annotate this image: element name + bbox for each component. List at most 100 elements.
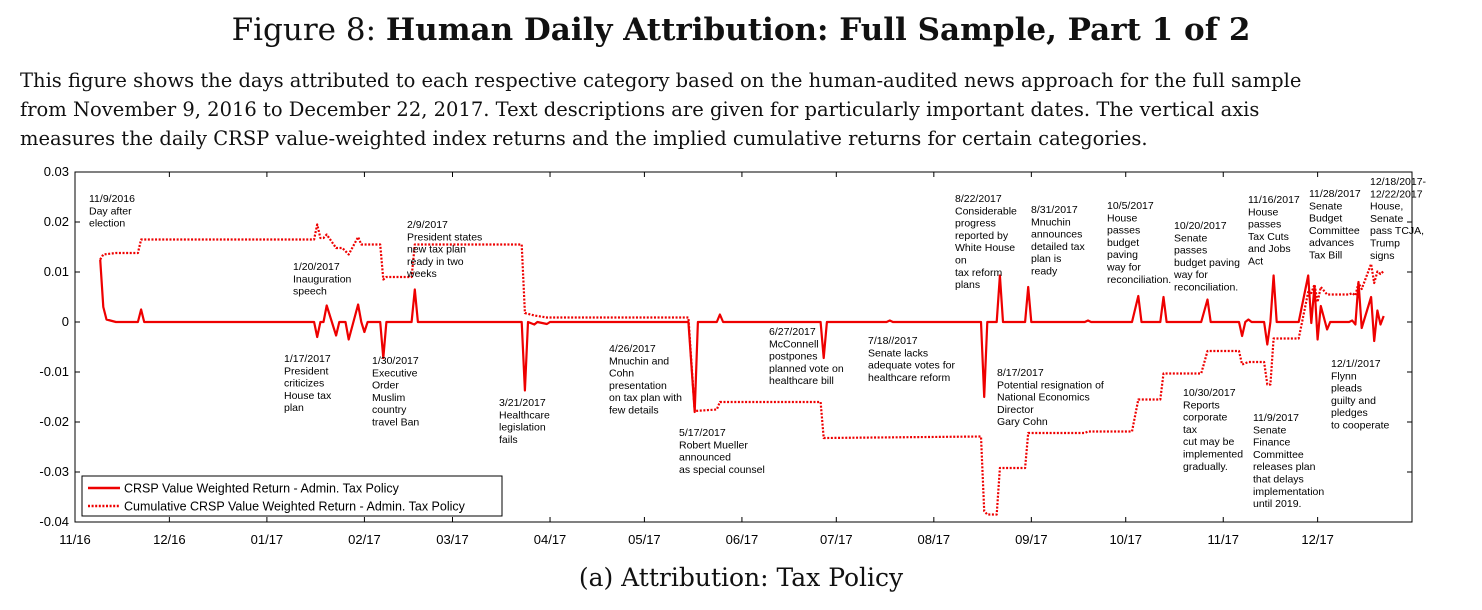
event-annotation-line: Senate (1253, 424, 1286, 436)
x-tick-label: 10/17 (1109, 532, 1142, 547)
event-annotation-line: healthcare bill (769, 375, 834, 387)
event-annotation-line: House tax (284, 390, 332, 402)
event-annotation-line: implementation (1253, 486, 1324, 498)
event-annotation-line: weeks (406, 268, 437, 280)
event-annotation-line: election (89, 218, 125, 230)
x-tick-label: 05/17 (628, 532, 661, 547)
event-annotation-line: Flynn (1331, 370, 1357, 382)
y-tick-label: 0.01 (44, 264, 69, 279)
event-annotation-line: Mnuchin and (609, 355, 669, 367)
event-annotation: 10/5/2017 House passes budget paving way for r… (1106, 200, 1171, 286)
event-annotation: 11/9/2017 Senate Finance Committee releases … (1253, 412, 1324, 510)
event-annotation-line: Tax Bill (1309, 250, 1342, 262)
event-annotation-line: plan is (1031, 253, 1061, 265)
event-annotation-line: Senate (1370, 213, 1403, 225)
event-annotation: 10/20/2017 Senate passes budget paving way f… (1173, 220, 1240, 294)
event-annotation-line: Finance (1253, 437, 1291, 449)
legend-entry: Cumulative CRSP Value Weighted Return - … (124, 500, 466, 514)
figure-title: Figure 8: Human Daily Attribution: Full … (0, 12, 1482, 48)
event-annotation-line: advances (1309, 237, 1354, 249)
event-annotation-line: 10/30/2017 (1183, 387, 1236, 399)
event-annotation-line: Senate (1174, 232, 1207, 244)
cumulative-return-line (99, 223, 1385, 516)
event-annotation-line: House, (1370, 201, 1403, 213)
event-annotation: 1/20/2017 Inauguration speech (293, 261, 352, 298)
x-tick-label: 03/17 (436, 532, 469, 547)
event-annotation-line: Director (997, 404, 1034, 416)
event-annotation: 2/9/2017 President states new tax plan read… (406, 219, 482, 280)
event-annotation-line: few details (609, 405, 659, 417)
event-annotation-line: plans (955, 279, 980, 291)
event-annotation-line: 11/9/2017 (1253, 412, 1299, 424)
event-annotation: 11/9/2016 Day after election (89, 193, 135, 230)
plot-border (74, 171, 1413, 523)
event-annotation-line: pledges (1331, 407, 1368, 419)
event-annotation-line: healthcare reform (868, 372, 951, 384)
event-annotation-line: 2/9/2017 (407, 219, 448, 231)
event-annotation-line: White House (955, 242, 1015, 254)
event-annotation-line: 8/31/2017 (1031, 204, 1078, 216)
event-annotation-line: 1/30/2017 (372, 355, 419, 367)
event-annotation-line: adequate votes for (868, 360, 955, 372)
event-annotation-line: Committee (1253, 449, 1304, 461)
event-annotation-line: budget (1107, 237, 1139, 249)
event-annotation-line: 4/26/2017 (609, 343, 656, 355)
event-annotation-line: Senate (1309, 200, 1342, 212)
figure-label: Figure 8: (231, 12, 377, 48)
event-annotation-line: House (1248, 206, 1279, 218)
event-annotation-line: 3/21/2017 (499, 397, 546, 409)
event-annotation-line: travel Ban (372, 417, 419, 429)
event-annotation-line: 1/17/2017 (284, 353, 331, 365)
event-annotation-line: Potential resignation of (997, 379, 1104, 391)
legend-entry: CRSP Value Weighted Return - Admin. Tax … (124, 482, 400, 496)
event-annotation-line: signs (1370, 250, 1395, 262)
event-annotation-line: 10/20/2017 (1174, 220, 1227, 232)
event-annotation-line: speech (293, 286, 327, 298)
event-annotation-line: Mnuchin (1031, 216, 1071, 228)
x-tick-label: 11/16 (59, 532, 91, 547)
y-tick-label: -0.02 (39, 414, 69, 429)
x-tick-label: 11/17 (1207, 532, 1239, 547)
sub-caption: (a) Attribution: Tax Policy (578, 563, 904, 592)
event-annotation-line: postpones (769, 351, 817, 363)
x-tick-label: 02/17 (348, 532, 381, 547)
event-annotation-line: announces (1031, 229, 1082, 241)
event-annotation-line: passes (1107, 225, 1140, 237)
event-annotation-line: ready (1031, 266, 1058, 278)
event-annotation-line: House (1107, 212, 1138, 224)
event-annotation-line: Executive (372, 367, 418, 379)
event-annotation-line: that delays (1253, 474, 1304, 486)
event-annotation-line: 8/22/2017 (955, 193, 1002, 205)
y-tick-label: 0 (62, 314, 69, 329)
daily-return-line (99, 259, 1385, 414)
event-annotation-line: 6/27/2017 (769, 326, 816, 338)
event-annotation-line: 11/9/2016 (89, 193, 135, 205)
event-annotation-line: 11/16/2017 (1248, 194, 1300, 206)
y-tick-label: -0.03 (39, 464, 69, 479)
plot-frame (74, 171, 1413, 523)
event-annotation-line: Robert Mueller (679, 439, 748, 451)
event-annotation-line: on (955, 255, 967, 267)
event-annotation-line: announced (679, 452, 731, 464)
event-annotation-line: progress (955, 218, 996, 230)
event-annotation-line: pleads (1331, 383, 1362, 395)
event-annotation-line: detailed tax (1031, 241, 1085, 253)
event-annotation: 12/1//2017 Flynn pleads guilty and pledges to… (1331, 358, 1390, 432)
event-annotation: 3/21/2017 Healthcare legislation fails (499, 397, 550, 446)
event-annotation-line: as special counsel (679, 464, 765, 476)
event-annotation-line: cut may be (1183, 436, 1235, 448)
event-annotation: 8/17/2017 Potential resignation of Nationa… (997, 367, 1104, 428)
x-tick-label: 04/17 (534, 532, 567, 547)
event-annotation-line: releases plan (1253, 461, 1316, 473)
event-annotation-line: reconciliation. (1174, 282, 1238, 294)
event-annotation-line: 7/18//2017 (868, 335, 918, 347)
legend: CRSP Value Weighted Return - Admin. Tax … (81, 475, 503, 517)
event-annotation-line: Inauguration (293, 273, 352, 285)
event-annotation-line: pass TCJA, (1370, 225, 1424, 237)
event-annotation-line: 11/28/2017 (1309, 188, 1361, 200)
event-annotation-line: McConnell (769, 338, 819, 350)
x-tick-label: 01/17 (251, 532, 284, 547)
y-tick-label: -0.04 (39, 514, 69, 529)
event-annotation-line: Trump (1370, 238, 1400, 250)
